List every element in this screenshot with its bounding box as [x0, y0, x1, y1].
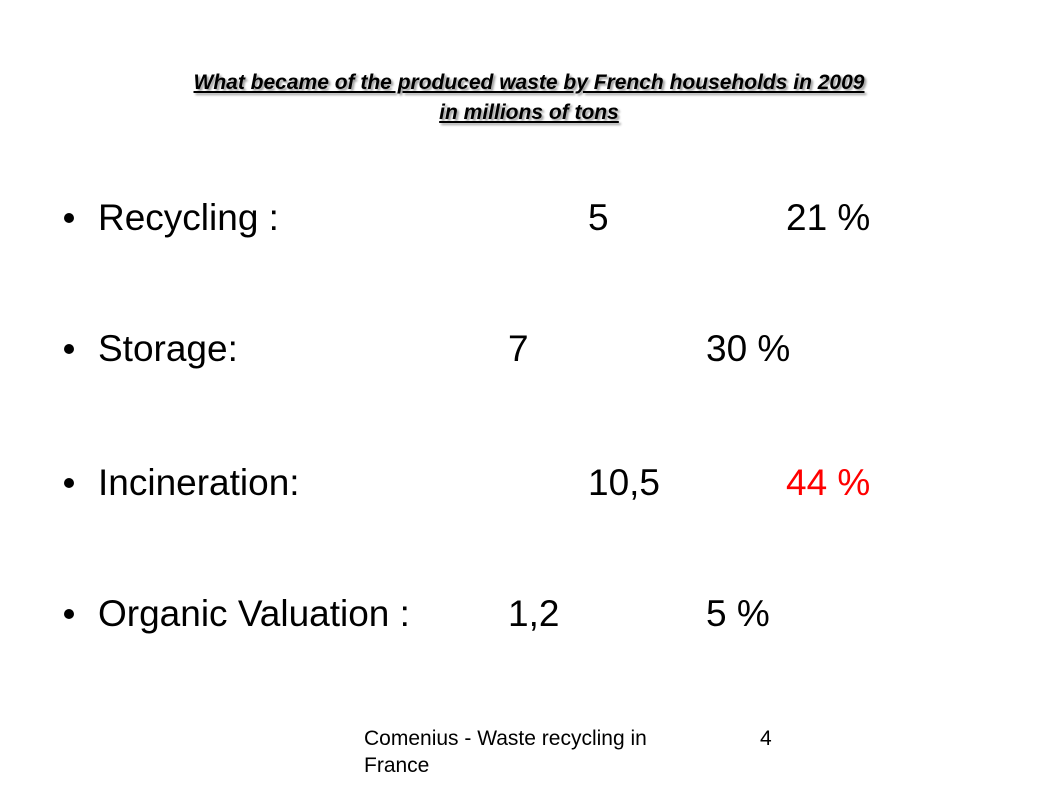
item-percent: 30 %	[706, 328, 791, 369]
item-value: 5	[588, 197, 609, 238]
item-percent: 5 %	[706, 593, 770, 634]
bullet-item-storage: Storage: 7 30 %	[0, 321, 1058, 377]
item-value: 7	[508, 328, 529, 369]
bullet-dot-icon	[64, 344, 74, 354]
item-label: Incineration:	[98, 462, 300, 503]
bullet-dot-icon	[64, 478, 74, 488]
slide-title-line-2: in millions of tons	[439, 101, 619, 124]
page-number: 4	[760, 727, 772, 750]
bullet-item-incineration: Incineration: 10,5 44 %	[0, 455, 1058, 511]
bullet-item-recycling: Recycling : 5 21 %	[0, 190, 1058, 246]
item-percent: 21 %	[786, 197, 871, 238]
bullet-dot-icon	[64, 213, 74, 223]
bullet-dot-icon	[64, 609, 74, 619]
item-value: 10,5	[588, 462, 661, 503]
item-label: Storage:	[98, 328, 238, 369]
slide-title: What became of the produced waste by Fre…	[40, 68, 1018, 128]
footer-text: Comenius - Waste recycling in France	[364, 727, 647, 777]
item-label: Recycling :	[98, 197, 279, 238]
item-value: 1,2	[508, 593, 560, 634]
bullet-item-organic-valuation: Organic Valuation : 1,2 5 %	[0, 586, 1058, 642]
item-label: Organic Valuation :	[98, 593, 410, 634]
item-percent: 44 %	[786, 462, 871, 503]
slide-title-line-1: What became of the produced waste by Fre…	[193, 71, 865, 94]
